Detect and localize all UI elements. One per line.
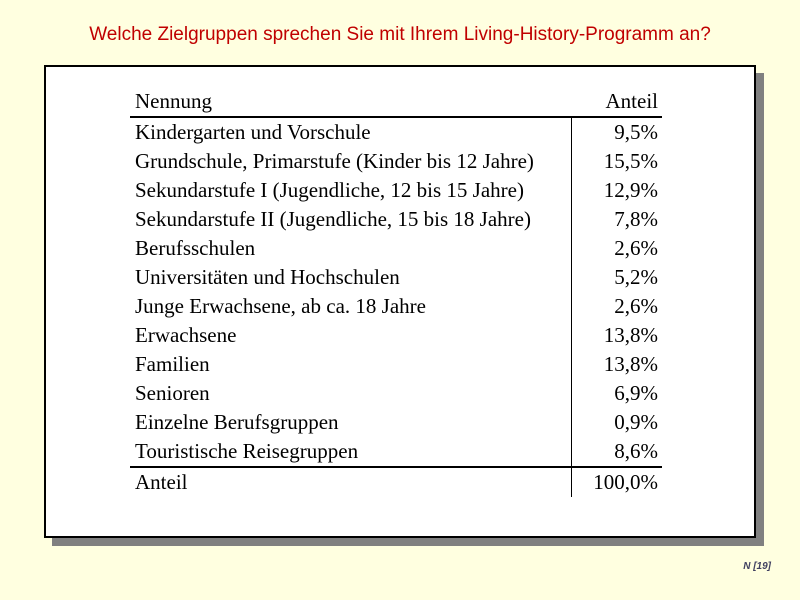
table-frame: Nennung Anteil Kindergarten und Vorschul…	[44, 65, 756, 538]
row-label: Touristische Reisegruppen	[135, 439, 359, 463]
row-value: 9,5%	[571, 118, 662, 147]
table-row: Sekundarstufe I (Jugendliche, 12 bis 15 …	[130, 176, 662, 205]
table-row: Senioren 6,9%	[130, 379, 662, 408]
header-nennung: Nennung	[135, 89, 212, 113]
table-row: Touristische Reisegruppen 8,6%	[130, 437, 662, 466]
row-value: 6,9%	[571, 379, 662, 408]
row-label: Berufsschulen	[135, 236, 256, 260]
row-label: Kindergarten und Vorschule	[135, 120, 371, 144]
row-value: 12,9%	[571, 176, 662, 205]
table-total-row: Anteil 100,0%	[130, 466, 662, 497]
row-value: 2,6%	[571, 234, 662, 263]
row-label: Sekundarstufe I (Jugendliche, 12 bis 15 …	[135, 178, 524, 202]
row-label: Einzelne Berufsgruppen	[135, 410, 339, 434]
row-label: Sekundarstufe II (Jugendliche, 15 bis 18…	[135, 207, 531, 231]
table-row: Junge Erwachsene, ab ca. 18 Jahre 2,6%	[130, 292, 662, 321]
row-label: Universitäten und Hochschulen	[135, 265, 400, 289]
table-header-row: Nennung Anteil	[130, 88, 662, 118]
row-label: Familien	[135, 352, 210, 376]
row-value: 13,8%	[571, 321, 662, 350]
table-row: Kindergarten und Vorschule 9,5%	[130, 118, 662, 147]
row-label: Grundschule, Primarstufe (Kinder bis 12 …	[135, 149, 534, 173]
table-row: Sekundarstufe II (Jugendliche, 15 bis 18…	[130, 205, 662, 234]
row-value: 13,8%	[571, 350, 662, 379]
row-value: 0,9%	[571, 408, 662, 437]
row-value: 15,5%	[571, 147, 662, 176]
row-label: Senioren	[135, 381, 210, 405]
row-label: Erwachsene	[135, 323, 237, 347]
row-value: 2,6%	[571, 292, 662, 321]
table-row: Erwachsene 13,8%	[130, 321, 662, 350]
slide-title: Welche Zielgruppen sprechen Sie mit Ihre…	[89, 24, 711, 45]
total-value: 100,0%	[571, 468, 662, 497]
header-anteil: Anteil	[605, 89, 659, 113]
row-value: 8,6%	[571, 437, 662, 466]
results-table: Nennung Anteil Kindergarten und Vorschul…	[130, 88, 662, 497]
row-value: 5,2%	[571, 263, 662, 292]
total-label: Anteil	[135, 470, 188, 494]
table-row: Berufsschulen 2,6%	[130, 234, 662, 263]
table-row: Grundschule, Primarstufe (Kinder bis 12 …	[130, 147, 662, 176]
row-label: Junge Erwachsene, ab ca. 18 Jahre	[135, 294, 426, 318]
row-value: 7,8%	[571, 205, 662, 234]
table-row: Universitäten und Hochschulen 5,2%	[130, 263, 662, 292]
table-row: Familien 13,8%	[130, 350, 662, 379]
sample-size-note: N [19]	[743, 561, 771, 572]
table-row: Einzelne Berufsgruppen 0,9%	[130, 408, 662, 437]
